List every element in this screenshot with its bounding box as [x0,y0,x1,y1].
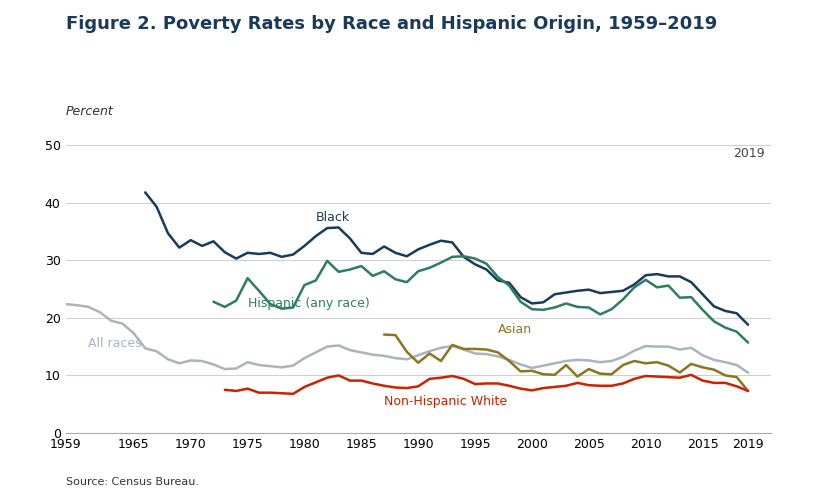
Text: Black: Black [315,211,350,224]
Text: Asian: Asian [497,323,532,336]
Text: Non-Hispanic White: Non-Hispanic White [383,395,507,408]
Text: Hispanic (any race): Hispanic (any race) [247,297,369,310]
Text: All races: All races [88,337,142,350]
Text: Figure 2. Poverty Rates by Race and Hispanic Origin, 1959–2019: Figure 2. Poverty Rates by Race and Hisp… [66,15,716,33]
Text: Source: Census Bureau.: Source: Census Bureau. [66,477,198,487]
Text: 2019: 2019 [732,147,764,160]
Text: Percent: Percent [66,105,113,118]
